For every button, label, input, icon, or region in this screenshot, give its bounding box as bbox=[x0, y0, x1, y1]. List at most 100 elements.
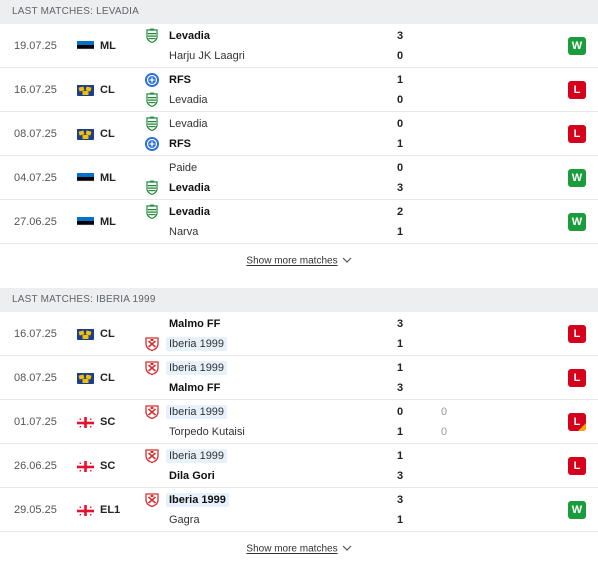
result-letter: W bbox=[571, 504, 583, 516]
home-team[interactable]: Malmo FF bbox=[144, 316, 223, 332]
result-letter: L bbox=[573, 128, 581, 140]
away-team-name: Gagra bbox=[169, 514, 200, 526]
home-team[interactable]: Iberia 1999 bbox=[144, 448, 228, 464]
home-score: 3 bbox=[396, 30, 404, 42]
match-row[interactable]: 04.07.25 ML Paide 0 Levadia 3 W bbox=[0, 156, 598, 200]
away-team[interactable]: RFS bbox=[144, 136, 194, 152]
away-score: 3 bbox=[396, 470, 404, 482]
georgia-flag-icon bbox=[77, 504, 94, 516]
result-badge: L bbox=[568, 81, 586, 99]
away-team-name: Dila Gori bbox=[169, 470, 215, 482]
result-badge: L bbox=[568, 413, 586, 431]
home-score: 0 bbox=[396, 118, 404, 130]
match-row[interactable]: 19.07.25 ML Levadia 3 Harju JK Laagri 0 W bbox=[0, 24, 598, 68]
chevron-down-icon[interactable] bbox=[342, 532, 352, 566]
away-team[interactable]: Iberia 1999 bbox=[144, 336, 228, 352]
home-team-name: Paide bbox=[169, 162, 198, 174]
section-gap bbox=[0, 278, 598, 288]
rfs-logo-icon bbox=[144, 72, 160, 88]
section-title: LAST MATCHES: IBERIA 1999 bbox=[0, 288, 598, 312]
result-badge: W bbox=[568, 169, 586, 187]
matches-section: LAST MATCHES: LEVADIA 19.07.25 ML Levadia 3 H… bbox=[0, 0, 598, 278]
home-score: 3 bbox=[396, 318, 404, 330]
home-team-name: Iberia 1999 bbox=[166, 361, 228, 375]
home-team[interactable]: Paide bbox=[144, 160, 200, 176]
home-score: 0 bbox=[396, 406, 404, 418]
home-score: 1 bbox=[396, 450, 404, 462]
show-more-link[interactable]: Show more matches bbox=[246, 543, 338, 555]
result-badge: L bbox=[568, 125, 586, 143]
iberia-logo-icon bbox=[144, 360, 160, 376]
match-date: 27.06.25 bbox=[14, 216, 57, 228]
iberia-logo-icon bbox=[144, 492, 160, 508]
match-row[interactable]: 26.06.25 SC Iberia 1999 1 Dila Gori 3 L bbox=[0, 444, 598, 488]
georgia-flag-icon bbox=[77, 416, 94, 428]
away-team[interactable]: Levadia bbox=[144, 92, 211, 108]
home-team-name: Levadia bbox=[169, 118, 208, 130]
away-team[interactable]: Dila Gori bbox=[144, 468, 218, 484]
away-team-name: Torpedo Kutaisi bbox=[169, 426, 245, 438]
home-team-name: RFS bbox=[169, 74, 191, 86]
iberia-logo-icon bbox=[144, 448, 160, 464]
match-date: 01.07.25 bbox=[14, 416, 57, 428]
georgia-flag-icon bbox=[77, 460, 94, 472]
away-team[interactable]: Narva bbox=[144, 224, 201, 240]
home-team[interactable]: Levadia bbox=[144, 204, 213, 220]
away-score: 1 bbox=[396, 426, 404, 438]
result-badge: L bbox=[568, 457, 586, 475]
away-team[interactable]: Malmo FF bbox=[144, 380, 223, 396]
result-badge: L bbox=[568, 369, 586, 387]
result-letter: W bbox=[571, 216, 583, 228]
away-team[interactable]: Levadia bbox=[144, 180, 213, 196]
home-team[interactable]: Iberia 1999 bbox=[144, 360, 228, 376]
competition-code: CL bbox=[100, 84, 115, 96]
away-team-name: Iberia 1999 bbox=[166, 337, 228, 351]
match-row[interactable]: 16.07.25 CL Malmo FF 3 Iberia 1999 1 L bbox=[0, 312, 598, 356]
match-row[interactable]: 01.07.25 SC Iberia 1999 0 0 Torpedo Kutaisi 1 0… bbox=[0, 400, 598, 444]
home-score: 1 bbox=[396, 74, 404, 86]
home-team[interactable]: Iberia 1999 bbox=[144, 492, 229, 508]
show-more-link[interactable]: Show more matches bbox=[246, 255, 338, 267]
away-team[interactable]: Harju JK Laagri bbox=[144, 48, 248, 64]
result-letter: W bbox=[571, 40, 583, 52]
match-row[interactable]: 08.07.25 CL Levadia 0 RFS 1 L bbox=[0, 112, 598, 156]
match-row[interactable]: 16.07.25 CL RFS 1 Levadia 0 L bbox=[0, 68, 598, 112]
competition-code: CL bbox=[100, 128, 115, 140]
chevron-down-icon[interactable] bbox=[342, 244, 352, 278]
result-badge: W bbox=[568, 37, 586, 55]
match-row[interactable]: 29.05.25 EL1 Iberia 1999 3 Gagra 1 W bbox=[0, 488, 598, 532]
away-score: 0 bbox=[396, 94, 404, 106]
result-badge: W bbox=[568, 213, 586, 231]
match-date: 16.07.25 bbox=[14, 84, 57, 96]
match-row[interactable]: 27.06.25 ML Levadia 2 Narva 1 W bbox=[0, 200, 598, 244]
levadia-logo-icon bbox=[144, 92, 160, 108]
home-score: 0 bbox=[396, 162, 404, 174]
home-score: 1 bbox=[396, 362, 404, 374]
match-date: 26.06.25 bbox=[14, 460, 57, 472]
competition-code: SC bbox=[100, 460, 116, 472]
estonia-flag-icon bbox=[77, 40, 94, 52]
match-row[interactable]: 08.07.25 CL Iberia 1999 1 Malmo FF 3 L bbox=[0, 356, 598, 400]
away-team[interactable]: Torpedo Kutaisi bbox=[144, 424, 248, 440]
result-letter: L bbox=[573, 460, 581, 472]
home-team[interactable]: Iberia 1999 bbox=[144, 404, 228, 420]
home-team-name: Levadia bbox=[169, 206, 210, 218]
home-team[interactable]: Levadia bbox=[144, 116, 211, 132]
badge-corner-mark bbox=[578, 423, 586, 431]
section-title: LAST MATCHES: LEVADIA bbox=[0, 0, 598, 24]
competition-code: CL bbox=[100, 372, 115, 384]
away-score: 3 bbox=[396, 182, 404, 194]
match-date: 08.07.25 bbox=[14, 372, 57, 384]
result-badge: L bbox=[568, 325, 586, 343]
away-penalty-score: 0 bbox=[440, 426, 448, 438]
competition-code: ML bbox=[100, 172, 116, 184]
home-team[interactable]: Levadia bbox=[144, 28, 213, 44]
away-team-name: Levadia bbox=[169, 94, 208, 106]
away-score: 1 bbox=[396, 338, 404, 350]
result-badge: W bbox=[568, 501, 586, 519]
away-team[interactable]: Gagra bbox=[144, 512, 203, 528]
result-letter: L bbox=[573, 328, 581, 340]
home-team[interactable]: RFS bbox=[144, 72, 194, 88]
home-team-name: Malmo FF bbox=[169, 318, 221, 330]
